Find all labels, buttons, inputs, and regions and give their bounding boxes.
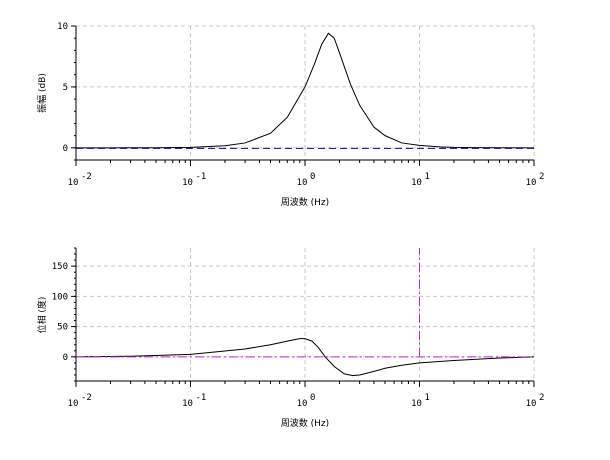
phase-y-tick-label: 0 — [63, 353, 68, 363]
phase-series — [75, 248, 535, 377]
phase-x-tick-label: 10 — [68, 399, 79, 409]
magnitude-y-tick-label: 5 — [63, 83, 68, 93]
phase-x-tick-exponent: 1 — [425, 393, 430, 403]
phase-y-tick-label: 150 — [52, 262, 68, 272]
phase-x-axis-label: 周波数 (Hz) — [281, 417, 329, 429]
phase-axes — [71, 247, 535, 387]
magnitude-series-line-0 — [76, 32, 535, 149]
magnitude-x-axis-label: 周波数 (Hz) — [281, 196, 329, 208]
magnitude-x-tick-label: 10 — [526, 178, 537, 188]
phase-y-tick-label: 50 — [57, 323, 68, 333]
magnitude-x-tick-exponent: -2 — [81, 172, 92, 182]
phase-x-tick-exponent: -1 — [196, 393, 207, 403]
magnitude-x-tick-exponent: -1 — [196, 172, 207, 182]
phase-x-tick-exponent: 2 — [539, 393, 544, 403]
magnitude-x-tick-label: 10 — [411, 178, 422, 188]
magnitude-x-tick-label: 10 — [68, 178, 79, 188]
magnitude-x-tick-exponent: 2 — [539, 172, 544, 182]
phase-x-tick-label: 10 — [526, 399, 537, 409]
phase-x-tick-label: 10 — [411, 399, 422, 409]
phase-x-tick-label: 10 — [297, 399, 308, 409]
phase-x-tick-label: 10 — [182, 399, 193, 409]
phase-series-line-0 — [75, 338, 535, 377]
magnitude-series — [76, 32, 535, 149]
magnitude-y-tick-label: 10 — [57, 22, 68, 32]
phase-y-axis-label: 位相 (度) — [36, 297, 48, 334]
magnitude-x-tick-label: 10 — [182, 178, 193, 188]
magnitude-axes — [71, 25, 535, 166]
phase-x-tick-exponent: -2 — [81, 393, 92, 403]
magnitude-x-tick-exponent: 0 — [310, 172, 315, 182]
magnitude-y-tick-label: 0 — [63, 144, 68, 154]
magnitude-x-tick-label: 10 — [297, 178, 308, 188]
phase-y-tick-label: 100 — [52, 292, 68, 302]
magnitude-x-tick-exponent: 1 — [425, 172, 430, 182]
phase-x-tick-exponent: 0 — [310, 393, 315, 403]
magnitude-y-axis-label: 振幅 (dB) — [36, 73, 48, 113]
